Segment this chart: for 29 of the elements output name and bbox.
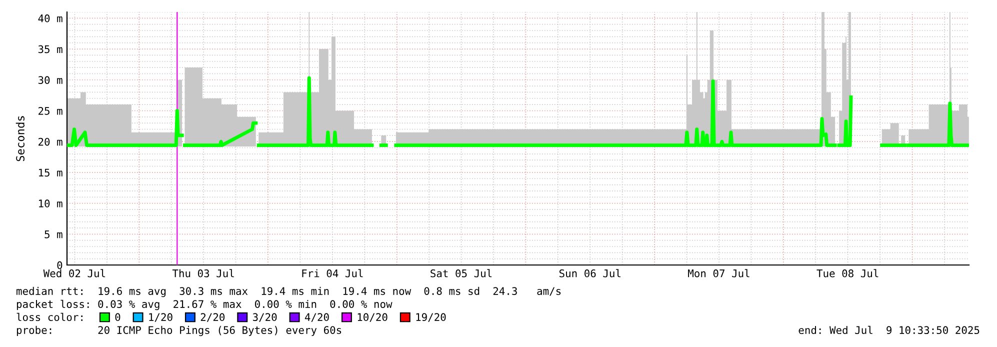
x-tick-label: Wed 02 Jul — [43, 269, 106, 278]
text: packet loss: 0.03 % avg 21.67 % max 0.00 % min 0.00 % now — [16, 300, 392, 310]
y-tick-label: 10 m — [39, 200, 62, 208]
legend-label: 3/20 — [252, 313, 277, 322]
legend-label: 10/20 — [358, 313, 388, 322]
legend-label: 2/20 — [200, 313, 225, 322]
text: probe: 20 ICMP Echo Pings (56 Bytes) every 60s — [16, 326, 342, 336]
y-tick-label: 20 m — [38, 138, 62, 146]
x-tick-label: Tue 08 Jul — [816, 269, 878, 278]
legend-title: loss color: — [16, 312, 82, 322]
y-tick-label: 30 m — [38, 76, 62, 84]
y-tick-label: 0 — [57, 261, 62, 270]
x-tick-label: Mon 07 Jul — [688, 269, 750, 278]
text: end: Wed Jul 9 10:33:50 2025 — [798, 326, 980, 334]
y-tick-label: 35 m — [38, 45, 62, 54]
y-tick-label: 5 m — [44, 230, 62, 238]
legend-label: 4/20 — [304, 313, 329, 322]
legend-label: 0 — [115, 313, 120, 322]
x-tick-label: Sat 05 Jul — [430, 269, 492, 278]
x-tick-label: Sun 06 Jul — [559, 269, 620, 278]
text: median rtt: 19.6 ms avg 30.3 ms max 19.4 ms min 19.4 ms now 0.8 ms sd 24.3 am/s — [16, 286, 561, 298]
x-tick-label: Thu 03 Jul — [172, 269, 234, 278]
x-tick-label: Fri 04 Jul — [302, 269, 363, 278]
y-tick-label: 25 m — [38, 106, 62, 115]
y-tick-label: 15 m — [39, 168, 62, 177]
legend-label: 1/20 — [149, 313, 172, 322]
legend-label: 19/20 — [416, 313, 446, 322]
y-tick-label: 40 m — [38, 14, 62, 22]
y-axis-title: Seconds — [16, 116, 24, 162]
